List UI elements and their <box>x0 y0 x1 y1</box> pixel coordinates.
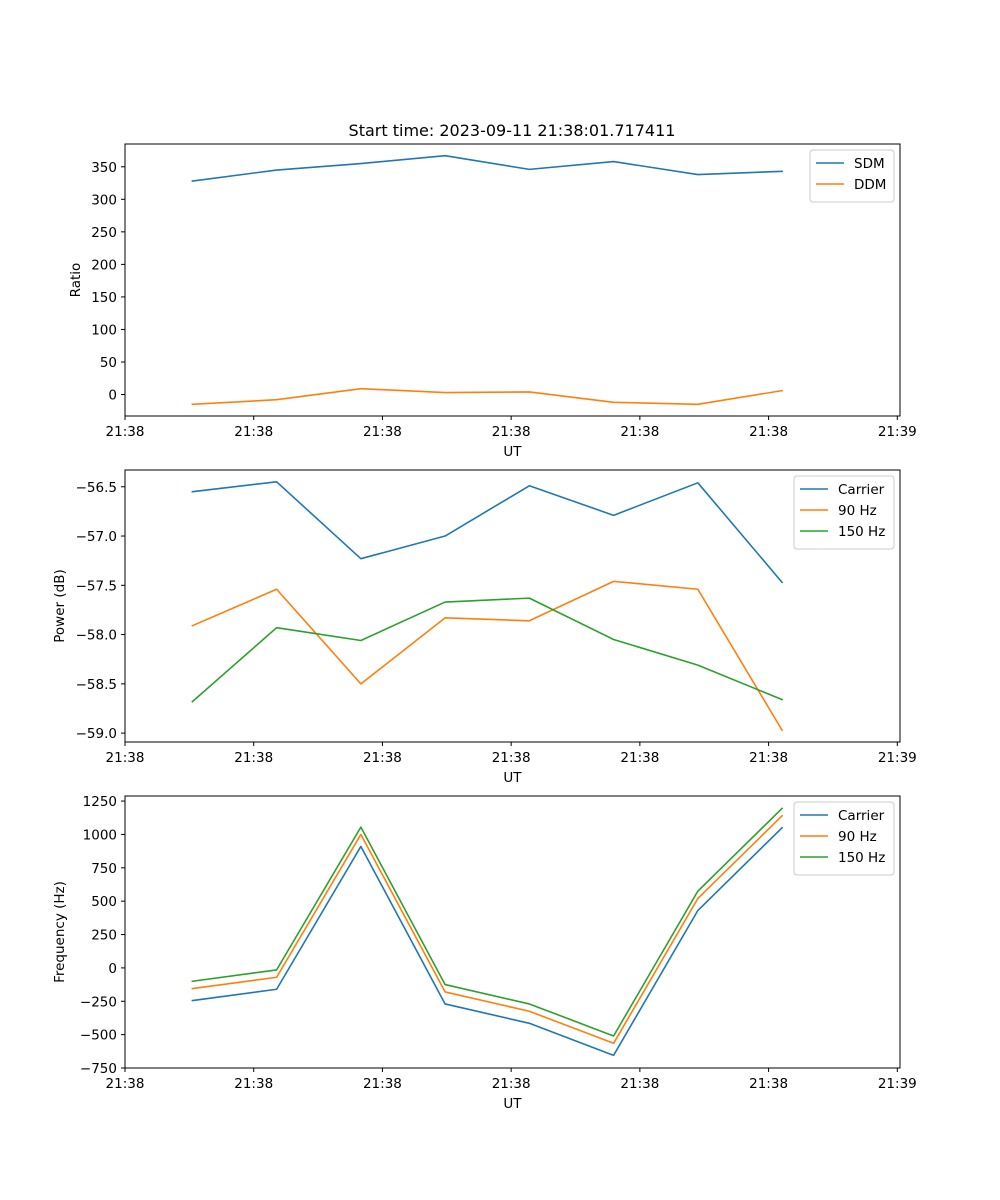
legend-entry-label: 90 Hz <box>838 503 877 519</box>
y-tick-label: 100 <box>91 322 117 338</box>
y-axis-label: Ratio <box>68 263 84 298</box>
legend: Carrier 90 Hz 150 Hz <box>793 801 895 876</box>
legend-entry-label: DDM <box>854 177 886 193</box>
x-axis-ticks: 21:38 21:38 21:38 21:38 21:38 21:38 21:39 <box>106 742 917 766</box>
y-tick-label: −57.0 <box>76 529 117 545</box>
y-axis-label: Frequency (Hz) <box>52 881 68 983</box>
x-tick-label: 21:39 <box>878 750 917 766</box>
x-axis-label: UT <box>503 770 522 786</box>
x-tick-label: 21:38 <box>106 1076 145 1092</box>
series-line-90-hz <box>191 580 784 732</box>
x-tick-label: 21:38 <box>363 750 402 766</box>
series-lines <box>191 481 784 732</box>
y-tick-label: −57.5 <box>76 578 117 594</box>
legend-entry-label: 90 Hz <box>838 829 877 845</box>
x-tick-label: 21:38 <box>363 1076 402 1092</box>
x-axis-ticks: 21:38 21:38 21:38 21:38 21:38 21:38 21:39 <box>106 1068 917 1092</box>
y-axis-ticks: −59.0 −58.5 −58.0 −57.5 −57.0 −56.5 <box>76 480 125 742</box>
y-tick-label: −56.5 <box>76 480 117 496</box>
y-tick-label: −58.0 <box>76 628 117 644</box>
series-lines <box>191 154 783 406</box>
legend-entry-label: SDM <box>854 156 885 172</box>
legend-entry-label: 150 Hz <box>838 850 885 866</box>
axes-frame <box>124 143 901 417</box>
axes-frame <box>124 469 901 743</box>
y-tick-label: 1250 <box>83 794 117 810</box>
panels: 21:38 21:38 21:38 21:38 21:38 21:38 21:39 0 50 10… <box>52 143 917 1112</box>
x-tick-label: 21:38 <box>492 1076 531 1092</box>
y-tick-label: 0 <box>108 961 117 977</box>
series-line-sdm <box>191 154 783 182</box>
legend-entry-label: 150 Hz <box>838 524 885 540</box>
chart-panel-2: 21:38 21:38 21:38 21:38 21:38 21:38 21:39 −59.0… <box>52 469 917 786</box>
x-tick-label: 21:38 <box>492 424 531 440</box>
chart-panel-1: 21:38 21:38 21:38 21:38 21:38 21:38 21:39 0 50 10… <box>68 143 917 460</box>
x-tick-label: 21:38 <box>234 1076 273 1092</box>
x-axis-ticks: 21:38 21:38 21:38 21:38 21:38 21:38 21:39 <box>106 416 917 440</box>
y-tick-label: 1000 <box>83 827 117 843</box>
y-tick-label: 300 <box>91 192 117 208</box>
series-line-150-hz <box>191 807 784 1037</box>
y-tick-label: 0 <box>108 388 117 404</box>
y-tick-label: 750 <box>91 861 117 877</box>
series-line-150-hz <box>191 597 784 703</box>
x-tick-label: 21:39 <box>878 1076 917 1092</box>
series-lines <box>191 807 784 1057</box>
legend-entry-label: Carrier <box>838 482 885 498</box>
x-tick-label: 21:38 <box>106 750 145 766</box>
y-tick-label: 500 <box>91 894 117 910</box>
x-tick-label: 21:38 <box>234 750 273 766</box>
y-axis-ticks: −750 −500 −250 0 250 500 750 1000 1250 <box>80 794 125 1077</box>
x-tick-label: 21:38 <box>749 1076 788 1092</box>
legend: SDM DDM <box>809 149 895 203</box>
x-tick-label: 21:38 <box>620 424 659 440</box>
series-line-90-hz <box>191 814 784 1045</box>
x-tick-label: 21:38 <box>620 1076 659 1092</box>
legend: Carrier 90 Hz 150 Hz <box>793 475 895 550</box>
series-line-carrier <box>191 826 784 1057</box>
y-axis-ticks: 0 50 100 150 200 250 300 350 <box>91 160 125 404</box>
x-tick-label: 21:38 <box>234 424 273 440</box>
y-tick-label: 50 <box>100 355 117 371</box>
figure-title: Start time: 2023-09-11 21:38:01.717411 <box>349 121 676 140</box>
axes-frame <box>124 795 901 1069</box>
x-tick-label: 21:38 <box>106 424 145 440</box>
y-tick-label: −58.5 <box>76 677 117 693</box>
x-tick-label: 21:39 <box>878 424 917 440</box>
x-axis-label: UT <box>503 444 522 460</box>
y-tick-label: −500 <box>80 1028 117 1044</box>
x-tick-label: 21:38 <box>492 750 531 766</box>
x-tick-label: 21:38 <box>749 424 788 440</box>
y-tick-label: 150 <box>91 290 117 306</box>
legend-entry-label: Carrier <box>838 808 885 824</box>
x-axis-label: UT <box>503 1096 522 1112</box>
y-tick-label: −59.0 <box>76 726 117 742</box>
series-line-carrier <box>191 481 784 584</box>
x-tick-label: 21:38 <box>363 424 402 440</box>
y-tick-label: −750 <box>80 1061 117 1077</box>
y-tick-label: 200 <box>91 257 117 273</box>
y-tick-label: −250 <box>80 994 117 1010</box>
y-tick-label: 250 <box>91 928 117 944</box>
y-axis-label: Power (dB) <box>52 569 68 642</box>
x-tick-label: 21:38 <box>749 750 788 766</box>
x-tick-label: 21:38 <box>620 750 659 766</box>
y-tick-label: 350 <box>91 160 117 176</box>
y-tick-label: 250 <box>91 225 117 241</box>
series-line-ddm <box>191 387 783 406</box>
chart-panel-3: 21:38 21:38 21:38 21:38 21:38 21:38 21:39−750−… <box>52 794 917 1112</box>
